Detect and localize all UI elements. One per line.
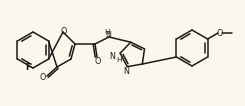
Text: N: N — [123, 67, 129, 76]
Text: N: N — [105, 31, 111, 40]
Text: O: O — [95, 56, 101, 66]
Text: O: O — [61, 26, 67, 36]
Text: O: O — [40, 73, 46, 82]
Text: H: H — [104, 29, 110, 35]
Text: F: F — [25, 63, 31, 72]
Text: H: H — [116, 57, 122, 63]
Text: O: O — [217, 29, 223, 38]
Text: N: N — [109, 52, 115, 61]
